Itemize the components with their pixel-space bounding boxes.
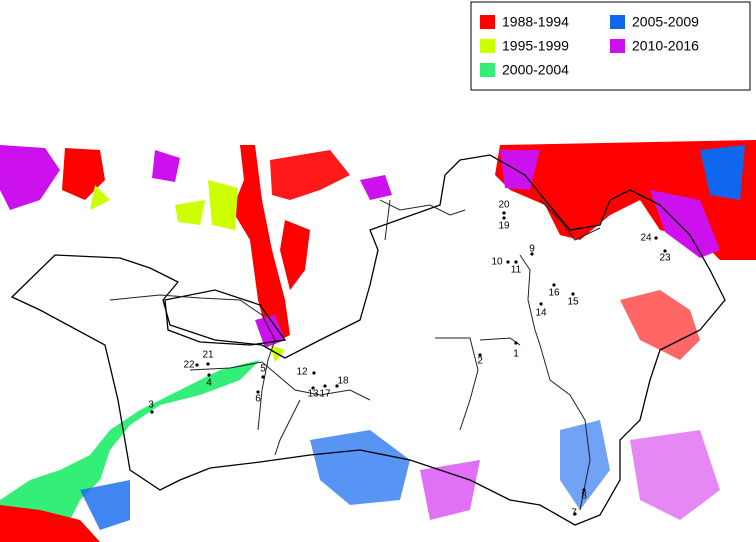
point-marker <box>514 260 518 264</box>
point-label: 23 <box>659 253 671 264</box>
point-label: 17 <box>319 389 331 400</box>
point-marker <box>571 292 575 296</box>
point-label: 24 <box>640 233 652 244</box>
point-marker <box>582 488 586 492</box>
legend-swatch <box>480 15 495 29</box>
legend-swatch <box>610 15 625 29</box>
point-label: 15 <box>567 297 579 308</box>
point-marker <box>312 371 316 375</box>
point-label: 7 <box>571 508 577 519</box>
point-marker <box>195 363 199 367</box>
point-marker <box>654 236 658 240</box>
legend-label: 2000-2004 <box>502 62 569 78</box>
rivers <box>109 199 601 511</box>
point-label: 21 <box>202 350 214 361</box>
point-marker <box>663 249 667 253</box>
point-marker <box>539 302 543 306</box>
point-label: 13 <box>307 389 319 400</box>
point-marker <box>478 353 482 357</box>
legend-label: 1988-1994 <box>502 14 569 30</box>
point-label: 8 <box>581 491 587 502</box>
legend-label: 2010-2016 <box>632 38 699 54</box>
point-label: 3 <box>148 400 154 411</box>
point-marker <box>514 341 518 345</box>
point-label: 6 <box>255 394 261 405</box>
legend-swatch <box>480 39 495 53</box>
point-marker <box>150 410 154 414</box>
point-marker <box>323 384 327 388</box>
legend-label: 2005-2009 <box>632 14 699 30</box>
legend: 1988-1994 1995-1999 2000-2004 2005-2009 2010… <box>470 1 751 91</box>
point-marker <box>256 390 260 394</box>
point-marker <box>552 283 556 287</box>
point-marker <box>207 373 211 377</box>
point-label: 22 <box>183 360 195 371</box>
point-label: 9 <box>529 244 535 255</box>
point-marker <box>502 216 506 220</box>
point-label: 4 <box>206 378 212 389</box>
legend-label: 1995-1999 <box>502 38 569 54</box>
legend-swatch <box>480 63 495 77</box>
point-label: 16 <box>548 288 560 299</box>
point-label: 14 <box>535 308 547 319</box>
legend-swatch <box>610 39 625 53</box>
point-label: 2 <box>477 356 483 367</box>
point-marker <box>506 260 510 264</box>
point-marker <box>502 211 506 215</box>
point-label: 5 <box>260 364 266 375</box>
point-marker <box>206 362 210 366</box>
point-marker <box>530 252 534 256</box>
point-marker <box>261 375 265 379</box>
point-label: 18 <box>337 376 349 387</box>
land-cover <box>0 140 756 542</box>
point-label: 12 <box>296 367 308 378</box>
point-marker <box>311 386 315 390</box>
point-label: 11 <box>511 265 522 276</box>
point-label: 10 <box>491 257 503 268</box>
point-label: 20 <box>498 200 510 211</box>
boundaries <box>10 154 726 526</box>
point-marker <box>335 384 339 388</box>
point-label: 1 <box>513 349 519 360</box>
point-label: 19 <box>498 221 510 232</box>
point-marker <box>573 512 577 516</box>
